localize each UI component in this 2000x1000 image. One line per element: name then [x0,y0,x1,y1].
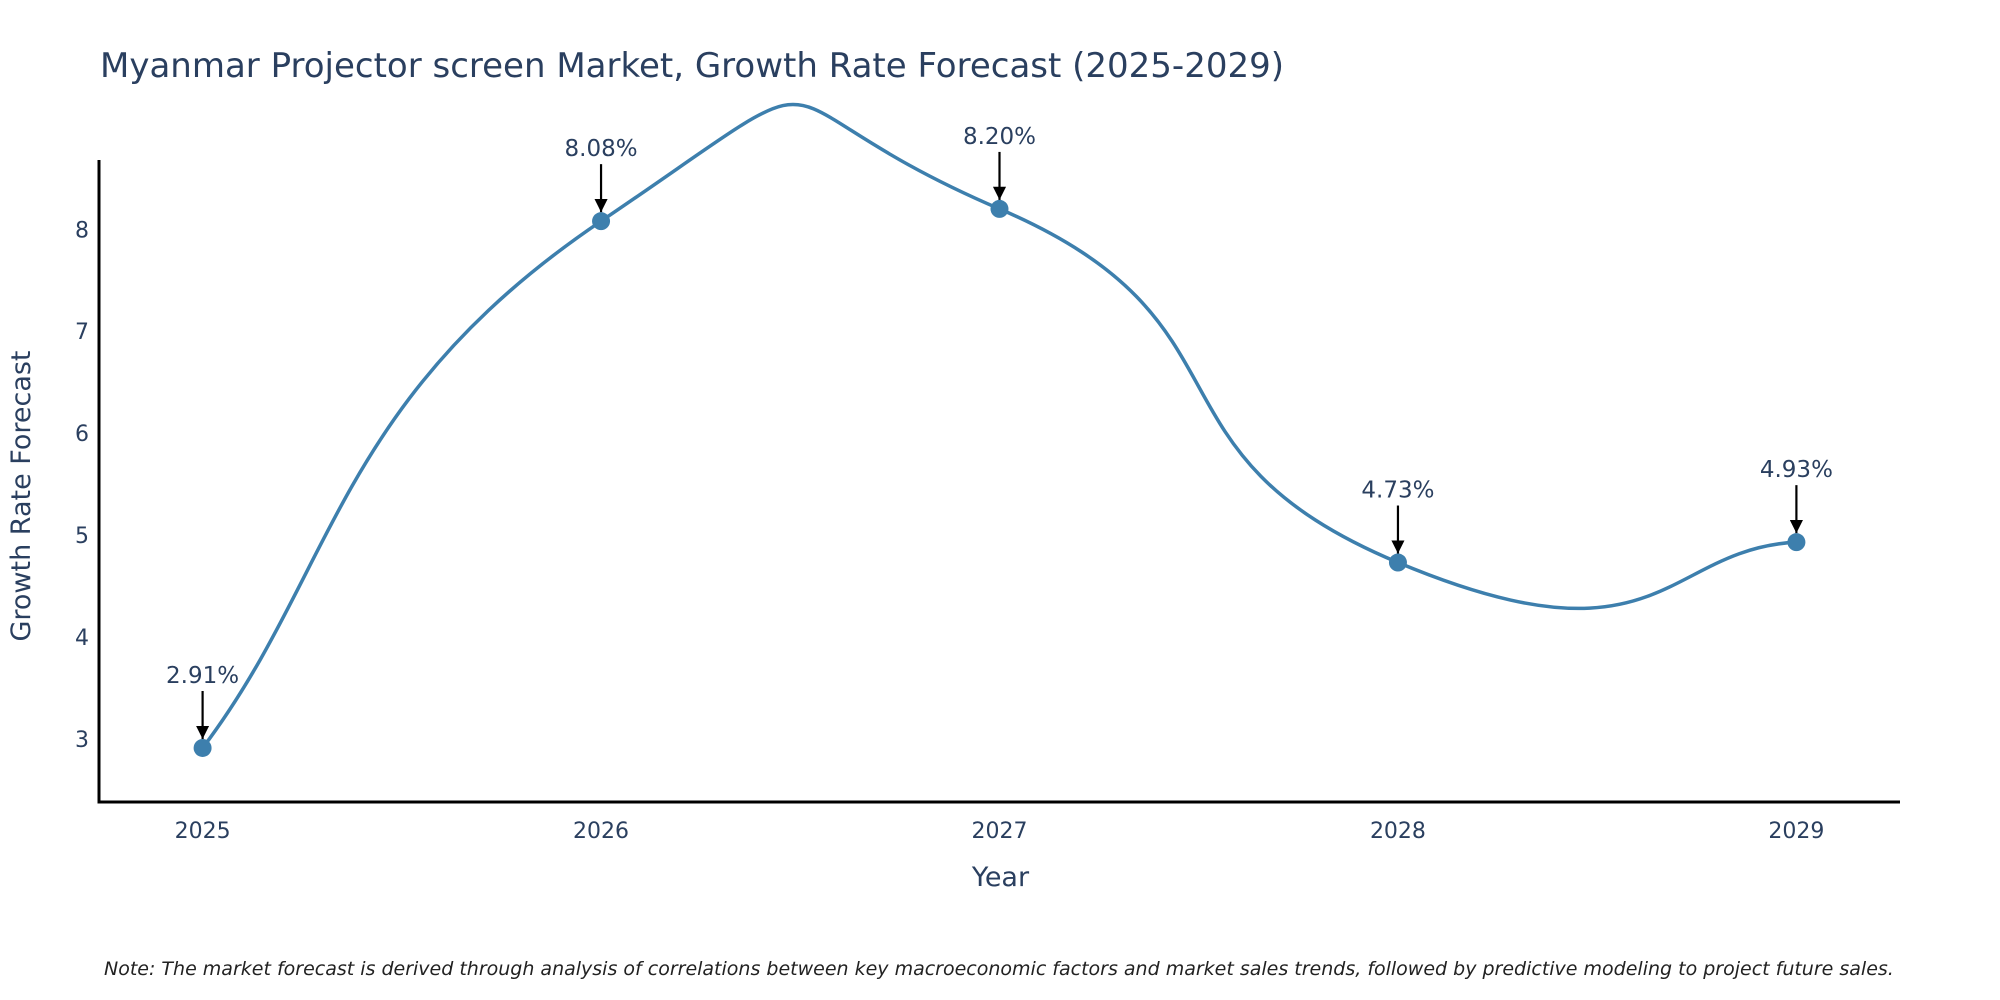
x-tick-labels: 2025 2026 2027 2028 2029 [175,819,1825,844]
data-label: 4.93% [1760,457,1833,483]
y-tick-label: 6 [75,422,89,447]
data-point [1388,553,1407,572]
y-axis-title: Growth Rate Forecast [6,350,37,641]
y-tick-label: 8 [75,218,89,243]
data-markers [193,199,1806,757]
x-tick-label: 2029 [1768,819,1824,844]
x-tick-label: 2028 [1370,819,1426,844]
data-label: 4.73% [1361,478,1434,504]
data-point [1787,533,1806,552]
chart-title: Myanmar Projector screen Market, Growth … [100,46,1284,86]
data-label: 2.91% [166,663,239,689]
y-tick-label: 4 [75,626,89,651]
y-tick-label: 7 [75,320,89,345]
data-point [990,199,1009,218]
data-point [592,212,611,231]
data-annotations: 2.91% 8.08% 8.20% 4.73% 4.93% [166,124,1833,739]
footnote: Note: The market forecast is derived thr… [104,958,1894,980]
y-tick-label: 3 [75,728,89,753]
x-tick-label: 2026 [573,819,629,844]
series-line [201,102,1797,750]
data-label: 8.08% [565,136,638,162]
y-tick-labels: 3 4 5 6 7 8 [75,218,89,753]
data-point [193,738,212,757]
y-tick-label: 5 [75,524,89,549]
x-tick-label: 2027 [972,819,1028,844]
x-tick-label: 2025 [175,819,231,844]
x-axis-title: Year [971,862,1030,893]
data-label: 8.20% [963,124,1036,150]
